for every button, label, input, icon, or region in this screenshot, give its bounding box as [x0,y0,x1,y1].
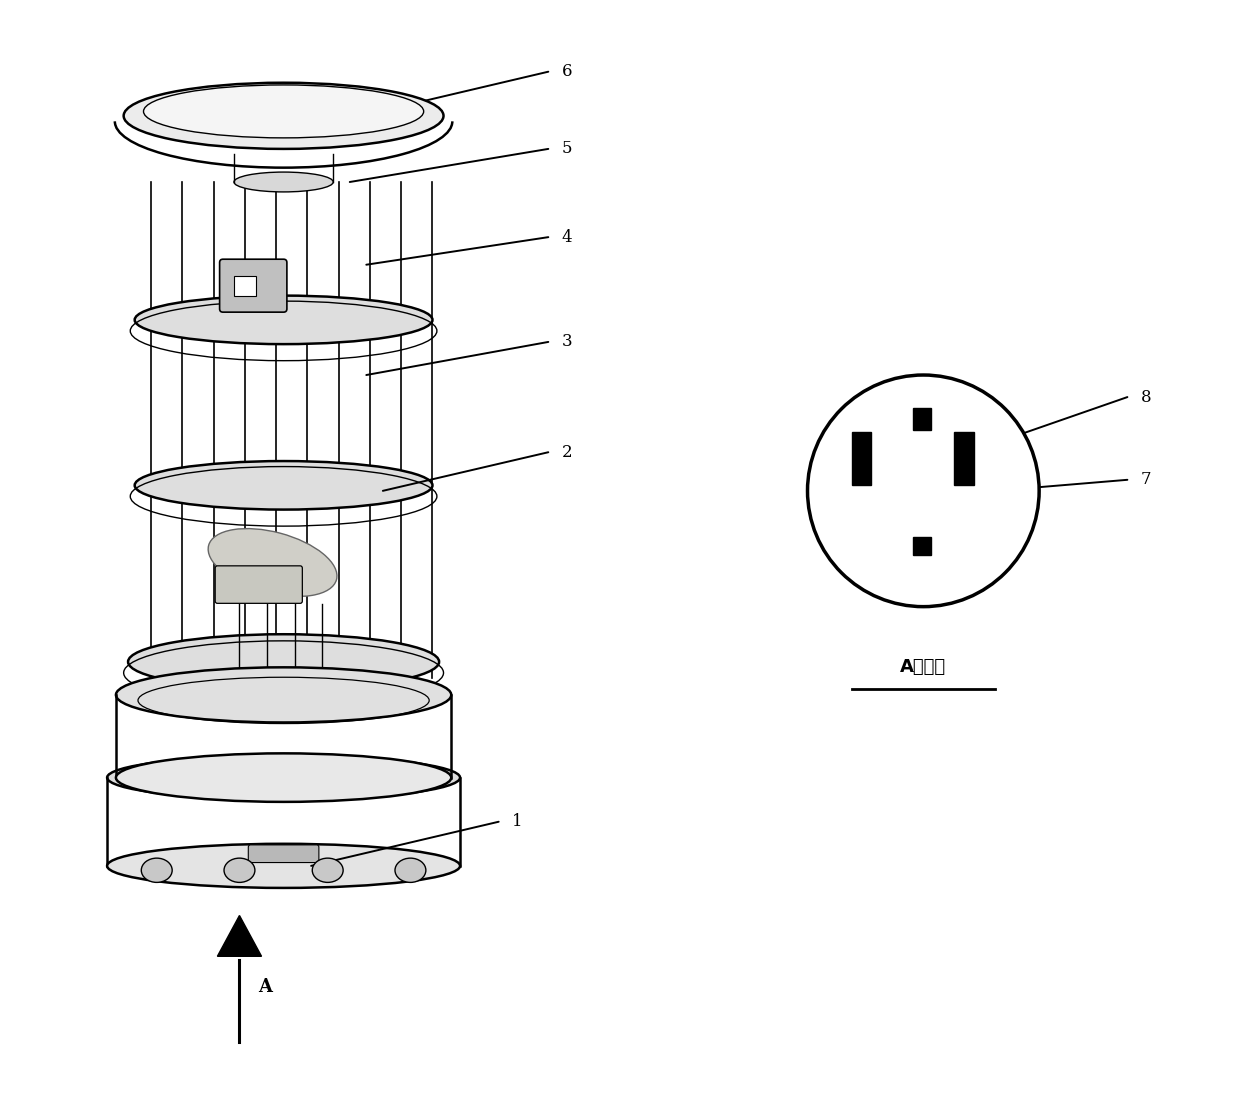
Ellipse shape [115,753,451,802]
FancyBboxPatch shape [216,566,303,603]
Bar [852,432,872,485]
Ellipse shape [128,634,439,689]
Ellipse shape [124,83,444,149]
Text: 3: 3 [562,333,572,351]
Ellipse shape [234,172,334,192]
Ellipse shape [115,667,451,722]
Bar [234,276,255,296]
Ellipse shape [396,858,425,882]
Text: A内视图: A内视图 [900,658,946,676]
Ellipse shape [135,296,433,344]
Ellipse shape [312,858,343,882]
Text: 8: 8 [1141,388,1151,406]
Ellipse shape [144,85,424,138]
Text: 7: 7 [1141,471,1151,489]
Bar [914,537,931,555]
FancyBboxPatch shape [248,845,319,863]
Text: 2: 2 [562,443,572,461]
Text: 1: 1 [512,813,522,831]
Ellipse shape [107,844,460,888]
Bar [955,432,975,485]
Ellipse shape [135,461,433,510]
Text: A: A [258,978,272,996]
FancyBboxPatch shape [219,259,286,312]
Ellipse shape [208,528,337,597]
Circle shape [807,375,1039,607]
Polygon shape [217,915,262,956]
Text: 5: 5 [562,140,572,158]
Text: 6: 6 [562,63,572,81]
Ellipse shape [224,858,255,882]
Bar [914,408,931,430]
Ellipse shape [141,858,172,882]
Text: 4: 4 [562,228,572,246]
Ellipse shape [107,756,460,800]
